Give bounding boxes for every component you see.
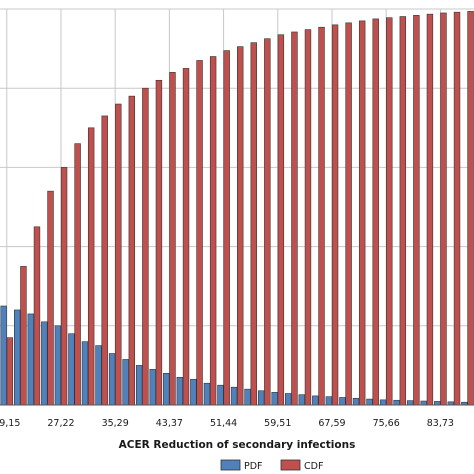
bar-cdf-27 bbox=[345, 22, 352, 406]
bar-cdf-15 bbox=[182, 68, 190, 406]
legend-label-cdf: CDF bbox=[304, 461, 323, 472]
bar-pdf-24 bbox=[298, 394, 305, 406]
bar-pdf-8 bbox=[81, 341, 89, 406]
bar-cdf-4 bbox=[33, 226, 41, 406]
x-tick-label: 27,22 bbox=[47, 418, 74, 429]
bar-cdf-34 bbox=[440, 12, 447, 406]
bar-cdf-18 bbox=[223, 50, 230, 406]
bar-pdf-5 bbox=[41, 321, 48, 406]
bar-cdf-33 bbox=[426, 13, 434, 406]
bar-cdf-23 bbox=[291, 31, 298, 406]
bar-pdf-29 bbox=[366, 398, 373, 406]
x-axis-label: ACER Reduction of secondary infections bbox=[119, 439, 356, 451]
x-tick-label: 59,51 bbox=[264, 418, 291, 429]
bar-pdf-18 bbox=[217, 384, 224, 406]
bar-cdf-14 bbox=[169, 72, 176, 406]
bar-pdf-7 bbox=[68, 333, 75, 406]
bar-pdf-17 bbox=[203, 382, 211, 406]
bar-cdf-19 bbox=[237, 46, 244, 406]
bar-cdf-11 bbox=[128, 95, 136, 406]
bar-cdf-31 bbox=[399, 16, 407, 406]
bar-pdf-25 bbox=[312, 395, 319, 406]
bar-pdf-32 bbox=[406, 400, 414, 406]
bar-pdf-11 bbox=[122, 359, 129, 406]
bar-cdf-29 bbox=[372, 18, 379, 406]
bar-pdf-13 bbox=[149, 369, 156, 406]
x-tick-label: 67,59 bbox=[318, 418, 345, 429]
bar-cdf-16 bbox=[196, 60, 203, 406]
bar-cdf-10 bbox=[115, 103, 122, 406]
bar-pdf-34 bbox=[434, 401, 441, 406]
x-tick-labels: 19,15 27,22 35,29 43,37 51,44 59,51 67,59 75,66… bbox=[0, 418, 454, 429]
x-tick-label: 35,29 bbox=[102, 418, 129, 429]
bar-pdf-31 bbox=[393, 399, 400, 406]
bar-pdf-6 bbox=[54, 325, 62, 406]
bar-pdf-9 bbox=[95, 345, 102, 406]
bar-pdf-3 bbox=[14, 309, 21, 406]
bar-pdf-4 bbox=[27, 313, 34, 406]
bar-cdf-12 bbox=[142, 87, 149, 406]
bar-cdf-32 bbox=[413, 15, 420, 406]
bar-pdf-20 bbox=[244, 388, 251, 406]
bar-cdf-5 bbox=[47, 190, 54, 406]
bar-cdf-28 bbox=[358, 20, 366, 406]
bar-pdf-26 bbox=[325, 396, 333, 406]
legend: PDF CDF bbox=[220, 459, 323, 472]
legend-label-pdf: PDF bbox=[244, 461, 263, 472]
bar-cdf-13 bbox=[155, 79, 163, 406]
bar-cdf-7 bbox=[74, 143, 81, 406]
bars bbox=[0, 11, 474, 406]
x-tick-label: 75,66 bbox=[373, 418, 400, 429]
bar-pdf-14 bbox=[163, 373, 170, 406]
bar-cdf-26 bbox=[331, 24, 339, 406]
bar-cdf-2 bbox=[6, 337, 14, 406]
bar-cdf-3 bbox=[20, 266, 27, 406]
bar-cdf-25 bbox=[318, 26, 325, 406]
bar-cdf-6 bbox=[60, 167, 68, 406]
bar-cdf-30 bbox=[386, 17, 393, 406]
bar-cdf-17 bbox=[209, 56, 217, 406]
bar-cdf-21 bbox=[264, 38, 271, 406]
bar-pdf-21 bbox=[257, 390, 265, 406]
bar-cdf-8 bbox=[87, 127, 95, 406]
bar-pdf-33 bbox=[420, 400, 427, 406]
x-tick-label: 83,73 bbox=[427, 418, 454, 429]
x-tick-label: 19,15 bbox=[0, 418, 20, 429]
bar-pdf-30 bbox=[379, 399, 387, 406]
bar-pdf-12 bbox=[135, 365, 143, 406]
bar-cdf-36 bbox=[467, 11, 474, 406]
legend-swatch-cdf bbox=[280, 459, 301, 471]
x-tick-label: 51,44 bbox=[210, 418, 237, 429]
bar-pdf-28 bbox=[352, 397, 360, 406]
legend-swatch-pdf bbox=[220, 459, 241, 471]
bar-pdf-22 bbox=[271, 392, 278, 406]
bar-cdf-35 bbox=[453, 11, 461, 406]
bar-pdf-27 bbox=[339, 397, 346, 406]
bar-pdf-16 bbox=[190, 378, 197, 406]
bar-pdf-23 bbox=[285, 393, 292, 406]
bar-pdf-10 bbox=[108, 353, 116, 406]
bar-cdf-20 bbox=[250, 42, 257, 406]
bar-pdf-2 bbox=[0, 305, 7, 406]
bar-pdf-19 bbox=[230, 386, 238, 406]
bar-cdf-24 bbox=[304, 29, 312, 406]
x-tick-label: 43,37 bbox=[156, 418, 183, 429]
bar-pdf-15 bbox=[176, 376, 184, 406]
bar-cdf-22 bbox=[277, 34, 285, 406]
bar-cdf-9 bbox=[101, 115, 108, 406]
